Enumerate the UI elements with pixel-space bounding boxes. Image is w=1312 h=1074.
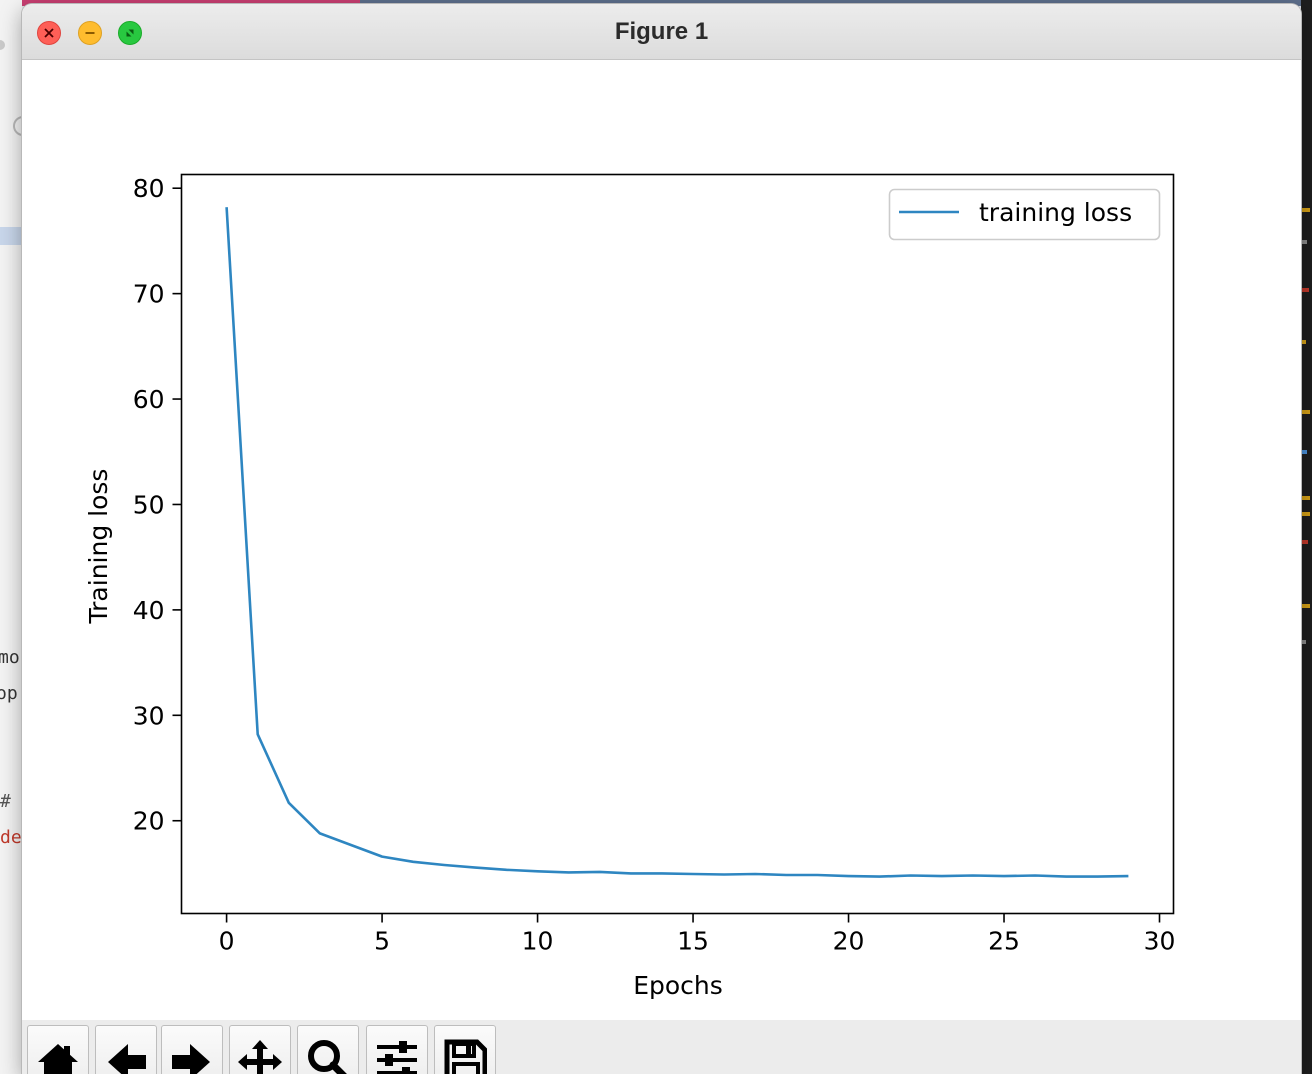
home-button[interactable] <box>27 1025 89 1074</box>
zoom-button[interactable] <box>297 1025 359 1074</box>
fullscreen-icon <box>126 29 134 37</box>
save-button[interactable] <box>434 1025 496 1074</box>
series-line-training-loss <box>225 207 1129 878</box>
background-editor-left <box>0 0 33 1074</box>
line-chart: 0 5 10 15 20 25 30 20 30 40 50 60 70 80 Epochs Train… <box>84 173 1176 1000</box>
navigation-toolbar <box>22 1020 1301 1074</box>
x-tick-label: 20 <box>833 927 865 956</box>
y-tick-label: 40 <box>133 596 165 625</box>
close-icon <box>44 28 54 38</box>
minimize-icon <box>85 32 95 34</box>
x-axis-label: Epochs <box>633 971 723 1000</box>
move-icon <box>238 1040 282 1074</box>
x-axis: 0 5 10 15 20 25 30 <box>219 913 1176 956</box>
background-editor-right <box>1301 0 1312 1074</box>
arrow-left-icon <box>108 1044 146 1074</box>
sliders-icon <box>377 1041 417 1074</box>
y-tick-label: 20 <box>133 807 165 836</box>
close-button[interactable] <box>37 21 61 45</box>
y-tick-label: 70 <box>133 280 165 309</box>
arrow-right-icon <box>172 1044 210 1074</box>
x-tick-label: 30 <box>1144 927 1176 956</box>
figure-window: Figure 1 0 5 10 15 20 25 30 20 30 40 50 60 70 80 Epo… <box>22 4 1301 1074</box>
background-code-line: # <box>0 791 11 812</box>
background-code-line: de <box>0 827 22 848</box>
legend: training loss <box>888 188 1161 241</box>
background-code-line: op <box>0 683 18 704</box>
title-bar[interactable]: Figure 1 <box>22 4 1301 60</box>
x-tick-label: 0 <box>219 927 235 956</box>
background-dot <box>0 40 5 50</box>
configure-subplots-button[interactable] <box>366 1025 428 1074</box>
y-tick-label: 30 <box>133 701 165 730</box>
x-tick-label: 25 <box>988 927 1020 956</box>
forward-button[interactable] <box>161 1025 223 1074</box>
background-code-line: mo <box>0 647 20 668</box>
window-title: Figure 1 <box>614 18 709 45</box>
y-axis-label: Training loss <box>84 469 113 625</box>
minimize-button[interactable] <box>78 21 102 45</box>
axes-frame <box>180 173 1175 915</box>
back-button[interactable] <box>95 1025 157 1074</box>
figure-canvas[interactable]: 0 5 10 15 20 25 30 20 30 40 50 60 70 80 Epochs Train… <box>22 60 1301 1020</box>
background-selection <box>0 227 22 245</box>
x-tick-label: 10 <box>522 927 554 956</box>
legend-label: training loss <box>979 198 1132 227</box>
maximize-button[interactable] <box>118 21 142 45</box>
home-icon <box>38 1044 78 1074</box>
y-tick-label: 60 <box>133 385 165 414</box>
x-tick-label: 15 <box>677 927 709 956</box>
legend-box <box>888 188 1161 241</box>
y-tick-label: 50 <box>133 490 165 519</box>
magnifier-icon <box>308 1040 347 1074</box>
y-axis: 20 30 40 50 60 70 80 <box>133 174 182 836</box>
background-tab-accent <box>0 0 360 6</box>
x-tick-label: 5 <box>374 927 390 956</box>
floppy-disk-icon <box>444 1039 487 1074</box>
y-tick-label: 80 <box>133 174 165 203</box>
background-window-strip <box>0 0 1312 6</box>
pan-button[interactable] <box>229 1025 291 1074</box>
